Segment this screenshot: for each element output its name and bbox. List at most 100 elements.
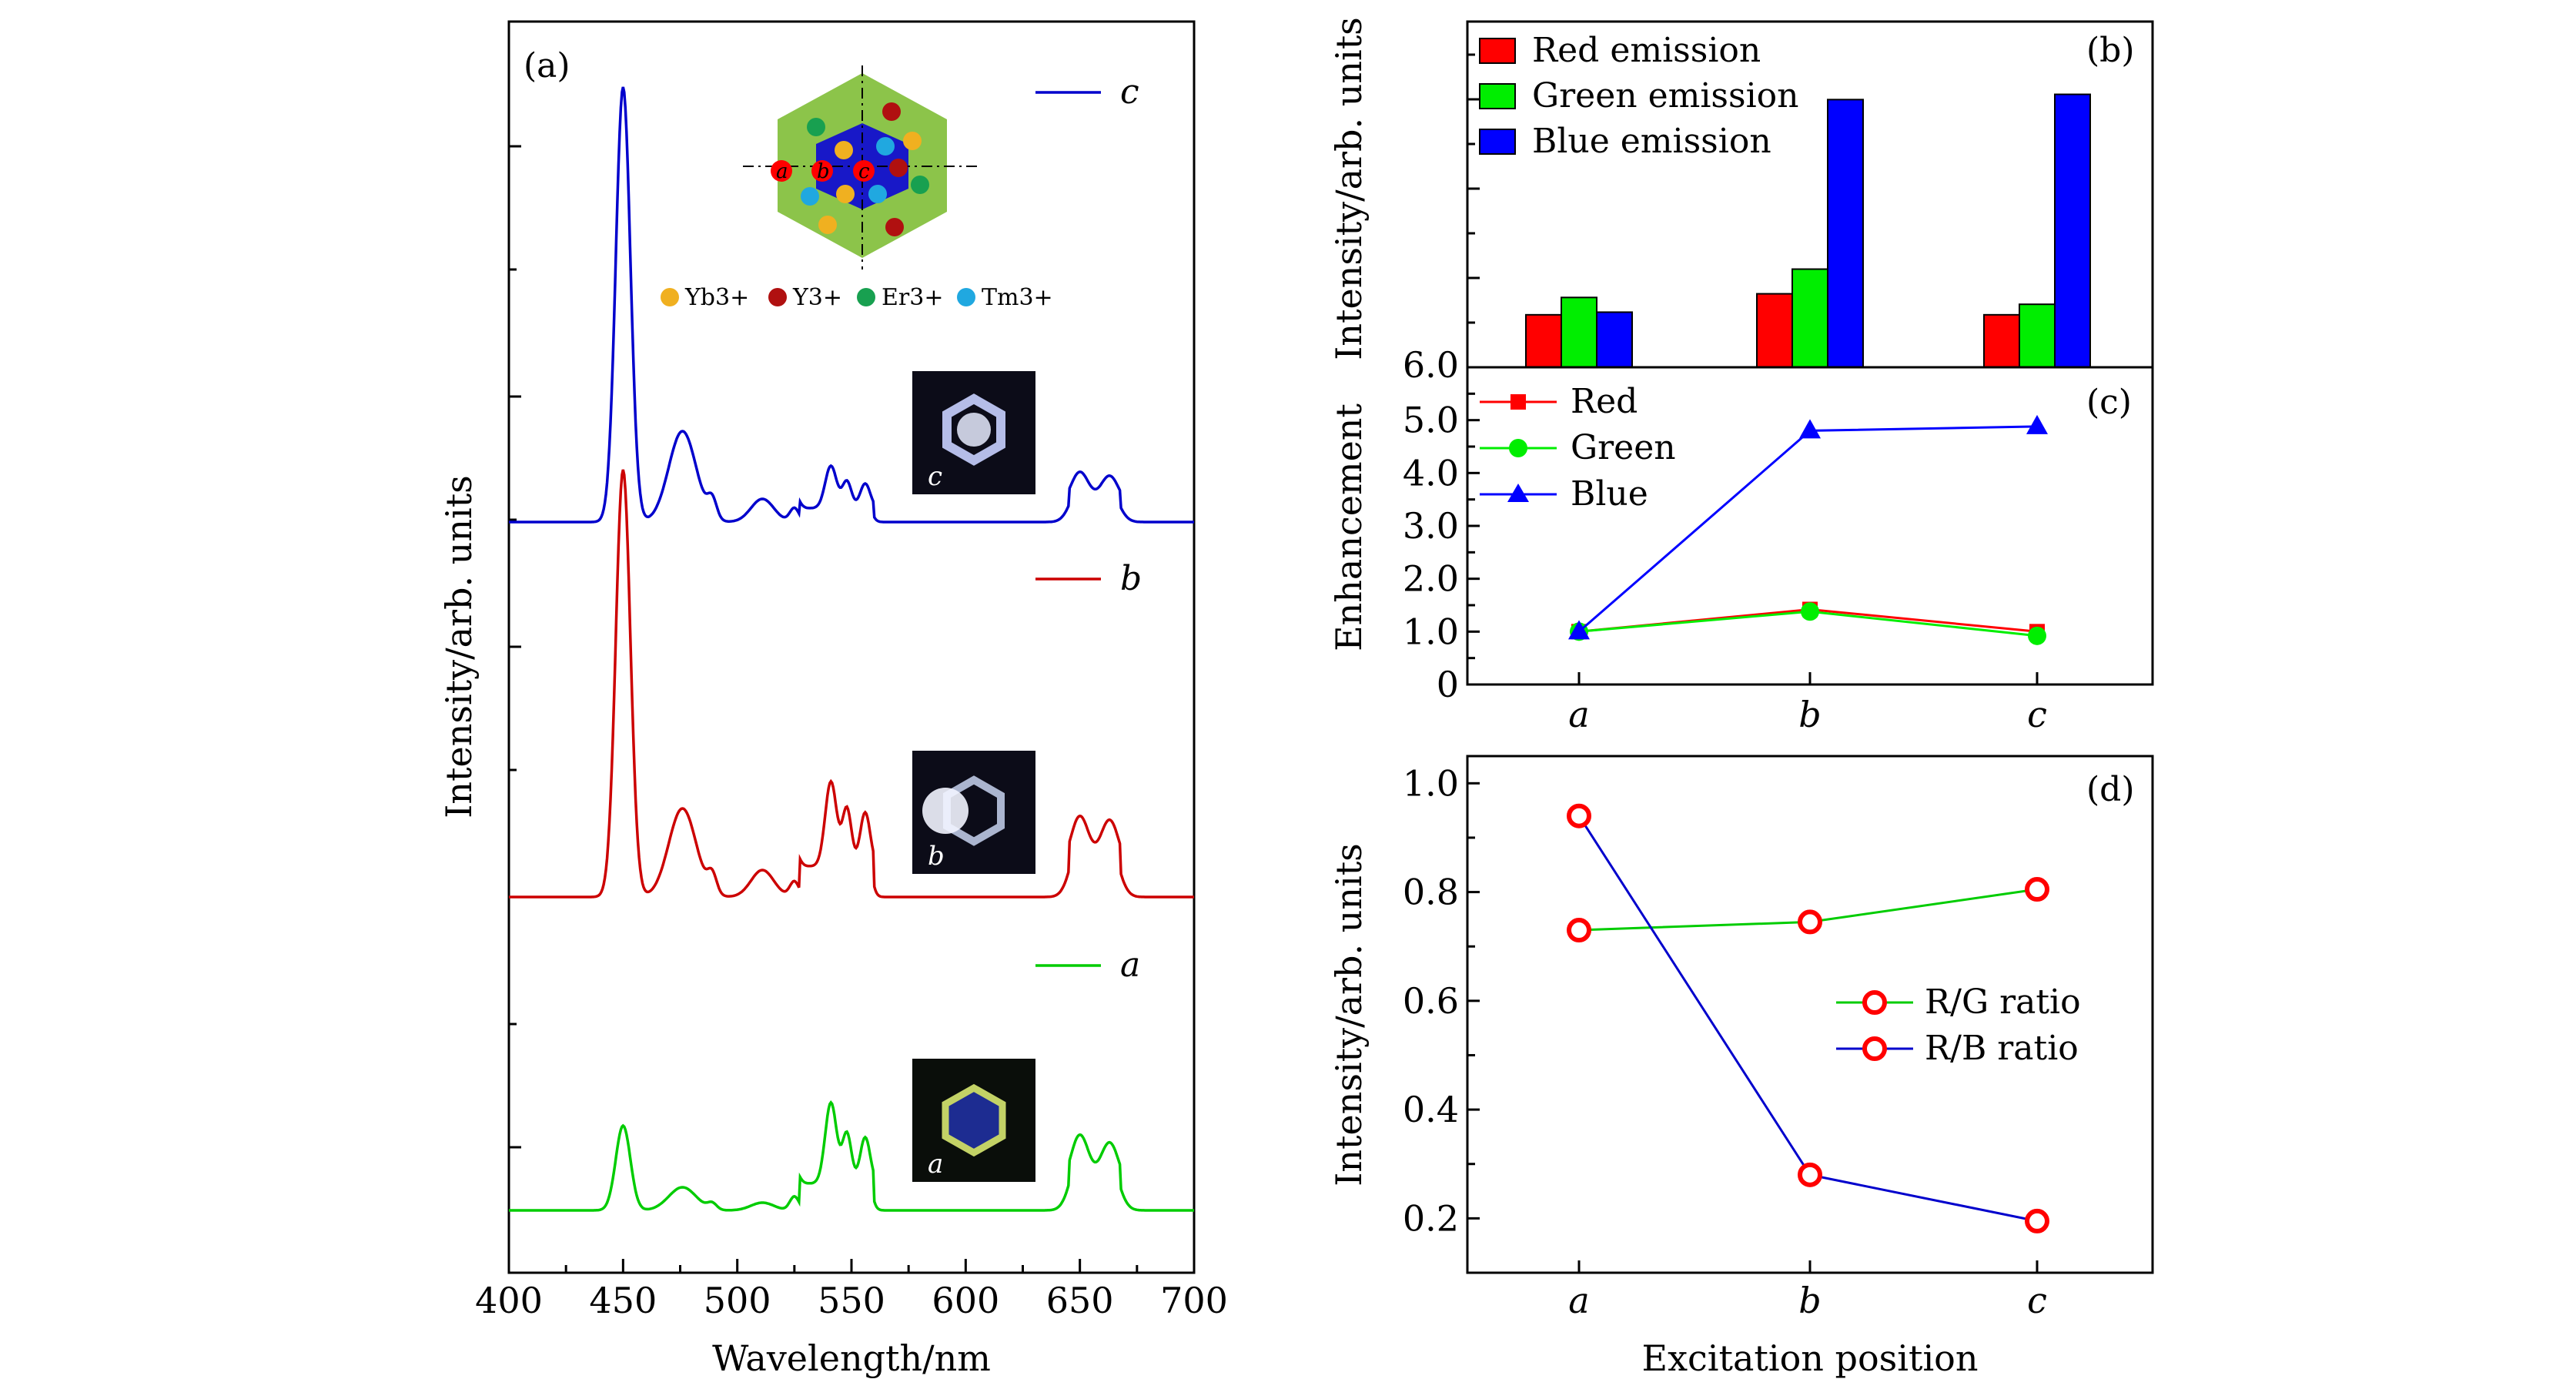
x-tick-label: a xyxy=(1568,694,1589,735)
y-tick-label: 0.4 xyxy=(1403,1089,1459,1130)
y-legend-dot xyxy=(768,288,787,306)
er-legend-dot xyxy=(857,288,875,306)
bar-red-emission-a xyxy=(1525,313,1562,369)
panel-a-xticks xyxy=(507,1259,1196,1273)
legend-label-rg: R/G ratio xyxy=(1925,982,2081,1022)
x-tick-label: 500 xyxy=(704,1280,771,1321)
spectrum-b xyxy=(509,469,1194,899)
panel-d-ylabel: Intensity/arb. units xyxy=(1328,843,1370,1187)
marker-rb-b xyxy=(1798,1162,1822,1187)
panel-a-xlabel: Wavelength/nm xyxy=(712,1337,991,1379)
spectrum-a xyxy=(509,1100,1194,1212)
photo-b: b xyxy=(912,751,1035,874)
bar-blue-emission-b xyxy=(1827,99,1864,368)
y-tick-label: 4.0 xyxy=(1403,452,1459,494)
photo-b-left-glow xyxy=(922,788,969,834)
yb-ion xyxy=(836,185,855,203)
hex-label-b: b xyxy=(817,160,830,183)
yb-legend-label: Yb3+ xyxy=(684,284,749,311)
panel-d-xticks xyxy=(1577,1260,2039,1273)
y-legend-label: Y3+ xyxy=(792,284,842,311)
panel-c-label: (c) xyxy=(2086,383,2132,422)
x-tick-label: b xyxy=(1798,694,1821,735)
legend-label-rb: R/B ratio xyxy=(1925,1029,2079,1068)
hex-label-a: a xyxy=(776,160,788,183)
bar-red-emission-c xyxy=(1983,313,2020,369)
photo-a-glow-hexagon xyxy=(942,1083,1006,1157)
legend-label-a: a xyxy=(1120,946,1140,985)
panel-a: (a) Wavelength/nm Intensity/arb. units 4… xyxy=(438,20,1228,1379)
legend-marker-rb xyxy=(1862,1036,1887,1061)
er-ion xyxy=(807,118,825,136)
legend-marker-blue xyxy=(1507,484,1529,502)
x-tick-label: 700 xyxy=(1160,1280,1228,1321)
panel-c-xticks xyxy=(1577,672,2039,684)
panel-b-yticks xyxy=(1467,53,1480,324)
legend-label-red: Red xyxy=(1571,382,1638,421)
er-legend-label: Er3+ xyxy=(882,284,943,311)
marker-blue-c xyxy=(2026,414,2048,434)
panel-a-label: (a) xyxy=(524,46,570,85)
bar-green-emission-c xyxy=(2019,303,2056,369)
tm-ion xyxy=(876,137,895,156)
er-ion-site-b xyxy=(811,160,833,182)
bar-green-emission-b xyxy=(1791,268,1828,368)
y-ion xyxy=(882,102,901,121)
panel-d-xlabel: Excitation position xyxy=(1641,1337,1978,1379)
hexagon-structure-inset: a b c xyxy=(743,65,978,269)
y-tick-label: 0.8 xyxy=(1403,872,1459,913)
panel-c-yticks: 0 1.0 2.0 3.0 4.0 5.0 xyxy=(1403,392,1480,705)
marker-blue-a xyxy=(1568,620,1590,640)
x-tick-label: 600 xyxy=(932,1280,999,1321)
er-ion-site-c xyxy=(853,160,875,182)
bar-red-emission-b xyxy=(1756,293,1793,369)
legend-label-green-emission: Green emission xyxy=(1532,76,1798,115)
x-tick-label: 650 xyxy=(1046,1280,1114,1321)
ion-legend: Yb3+ Y3+ Er3+ Tm3+ xyxy=(661,284,1053,311)
legend-swatch-green-emission xyxy=(1479,83,1516,109)
panel-c-xticklabels: a b c xyxy=(1568,694,2047,735)
panel-d: 0.20.40.60.81.0 (d) Excitation position … xyxy=(1328,755,2154,1379)
er-ion xyxy=(911,176,929,194)
hex-label-c: c xyxy=(858,160,870,183)
panel-a-ylabel: Intensity/arb. units xyxy=(438,475,480,818)
photo-b-label: b xyxy=(928,841,945,872)
legend-label-blue: Blue xyxy=(1571,474,1648,514)
tm-legend-label: Tm3+ xyxy=(982,284,1053,311)
y-tick-label: 3.0 xyxy=(1403,505,1459,547)
legend-label-green: Green xyxy=(1571,428,1676,467)
y-ion xyxy=(889,159,908,177)
legend-label-blue-emission: Blue emission xyxy=(1532,122,1771,161)
legend-marker-green xyxy=(1509,439,1527,457)
y-tick-label: 2.0 xyxy=(1403,558,1459,600)
marker-green-b xyxy=(1801,602,1819,621)
legend-swatch-blue-emission xyxy=(1479,129,1516,155)
legend-marker-rg xyxy=(1862,990,1887,1015)
yb-legend-dot xyxy=(661,288,679,306)
bar-blue-emission-a xyxy=(1596,311,1633,368)
x-tick-label: c xyxy=(2027,694,2047,735)
y-tick-label: 1.0 xyxy=(1403,611,1459,652)
marker-blue-b xyxy=(1799,419,1821,439)
yb-ion xyxy=(903,132,922,150)
panel-d-xticklabels: a b c xyxy=(1568,1280,2047,1321)
x-tick-label: a xyxy=(1568,1280,1589,1321)
photo-a: a xyxy=(912,1059,1035,1182)
photo-a-label: a xyxy=(928,1149,943,1180)
marker-rg-b xyxy=(1798,909,1822,935)
x-tick-label: c xyxy=(2027,1280,2047,1321)
y-tick-label: 0.6 xyxy=(1403,980,1459,1022)
bar-green-emission-a xyxy=(1561,296,1597,369)
panel-a-yticks xyxy=(509,145,521,1149)
y-tick-label: 0.2 xyxy=(1403,1197,1459,1239)
panel-c-ylabel: Enhancement xyxy=(1328,403,1370,651)
photo-c-glow-hexagon xyxy=(942,393,1005,466)
y-ion xyxy=(885,218,904,236)
marker-rb-a xyxy=(1567,803,1591,828)
panel-d-yticks: 0.2 0.4 0.6 0.8 1.0 xyxy=(1403,762,1480,1239)
legend-label-red-emission: Red emission xyxy=(1532,31,1761,70)
marker-rg-a xyxy=(1567,918,1591,943)
panel-b-ytick-label: 6.0 xyxy=(1403,344,1459,386)
x-tick-label: 550 xyxy=(818,1280,885,1321)
